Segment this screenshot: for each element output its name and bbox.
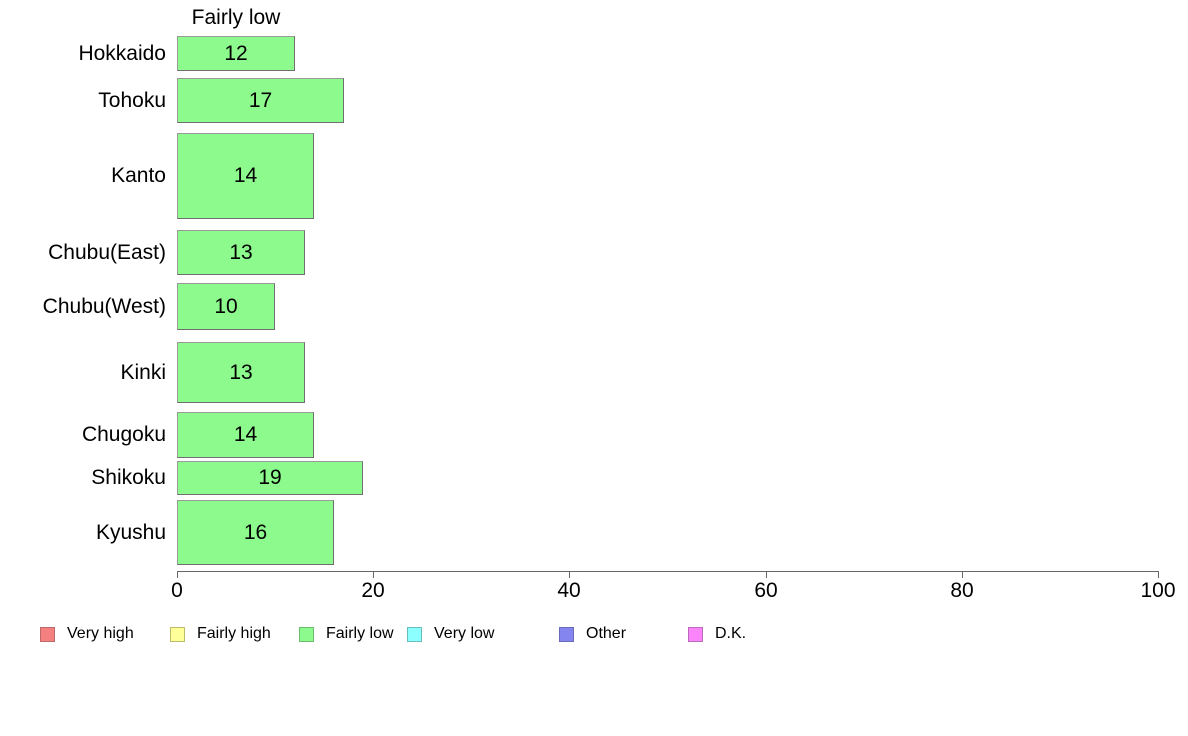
category-label: Chugoku <box>81 423 166 446</box>
legend-label: Very high <box>67 625 134 642</box>
category-label: Hokkaido <box>78 42 166 65</box>
x-tick <box>1158 571 1159 578</box>
category-label: Kinki <box>120 361 166 384</box>
legend-label: D.K. <box>715 625 747 642</box>
x-tick-label: 80 <box>950 579 974 602</box>
bar: 13 <box>177 230 305 275</box>
x-tick <box>766 571 767 578</box>
legend-swatch-icon <box>688 626 703 642</box>
legend-label: Fairly high <box>197 625 271 642</box>
legend-item: Very low <box>407 624 494 644</box>
bar: 14 <box>177 412 314 458</box>
legend-item: Very high <box>40 624 134 644</box>
bar-value: 12 <box>224 41 248 65</box>
x-tick-label: 0 <box>171 579 183 602</box>
x-tick-label: 40 <box>557 579 581 602</box>
bar-value: 13 <box>229 360 253 384</box>
legend-item: Fairly high <box>170 624 271 644</box>
bar: 16 <box>177 500 334 565</box>
category-label: Kanto <box>111 164 166 187</box>
bar-value: 14 <box>233 164 258 187</box>
category-label: Chubu(East) <box>48 241 166 264</box>
bar-value: 10 <box>214 294 238 318</box>
bar: 12 <box>177 36 295 71</box>
bar: 13 <box>177 342 305 403</box>
x-tick <box>177 571 178 578</box>
legend-swatch-icon <box>407 626 422 642</box>
legend-label: Other <box>586 625 627 642</box>
legend-swatch-icon <box>559 626 574 642</box>
bar-value: 13 <box>229 240 253 264</box>
bar-value: 14 <box>233 423 258 446</box>
category-label: Chubu(West) <box>42 295 166 318</box>
category-label: Tohoku <box>98 89 166 112</box>
bar-value: 16 <box>243 520 268 544</box>
legend-swatch-icon <box>170 626 185 642</box>
bar: 17 <box>177 78 344 123</box>
legend-swatch-icon <box>40 626 55 642</box>
x-tick <box>569 571 570 578</box>
bar: 14 <box>177 133 314 219</box>
category-label: Kyushu <box>95 521 166 544</box>
legend-swatch-icon <box>299 626 314 642</box>
bar: 10 <box>177 283 275 330</box>
legend-label: Very low <box>434 625 495 642</box>
x-tick-label: 60 <box>754 579 778 602</box>
x-axis-line <box>177 571 1158 572</box>
x-tick <box>373 571 374 578</box>
bar-value: 19 <box>258 466 282 489</box>
legend-label: Fairly low <box>326 625 394 642</box>
x-tick <box>962 571 963 578</box>
bar: 19 <box>177 461 363 495</box>
chart-title: Fairly low <box>191 6 281 29</box>
legend-item: Other <box>559 624 626 644</box>
legend-item: D.K. <box>688 624 746 644</box>
x-tick-label: 20 <box>361 579 385 602</box>
x-tick-label: 100 <box>1140 579 1176 602</box>
bar-value: 17 <box>248 88 273 112</box>
legend-item: Fairly low <box>299 624 394 644</box>
category-label: Shikoku <box>91 466 166 489</box>
